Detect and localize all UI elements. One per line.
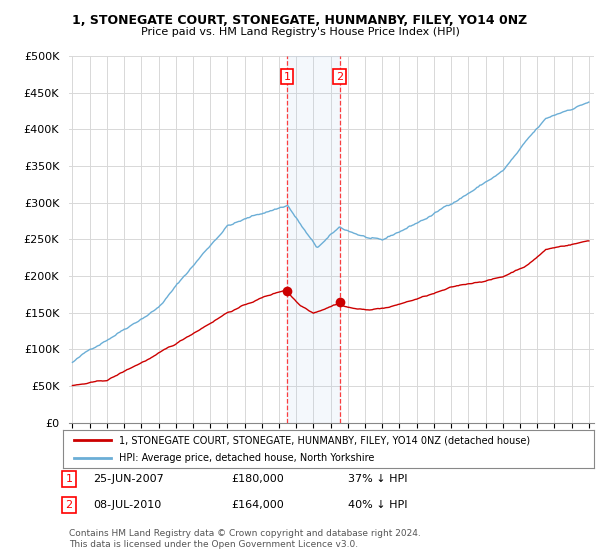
Text: £164,000: £164,000 [231, 500, 284, 510]
Text: 1: 1 [284, 72, 290, 82]
Text: 1: 1 [65, 474, 73, 484]
Text: £180,000: £180,000 [231, 474, 284, 484]
Text: Price paid vs. HM Land Registry's House Price Index (HPI): Price paid vs. HM Land Registry's House … [140, 27, 460, 37]
Text: 25-JUN-2007: 25-JUN-2007 [93, 474, 164, 484]
Text: HPI: Average price, detached house, North Yorkshire: HPI: Average price, detached house, Nort… [119, 453, 374, 463]
Text: 1, STONEGATE COURT, STONEGATE, HUNMANBY, FILEY, YO14 0NZ (detached house): 1, STONEGATE COURT, STONEGATE, HUNMANBY,… [119, 435, 530, 445]
Text: Contains HM Land Registry data © Crown copyright and database right 2024.
This d: Contains HM Land Registry data © Crown c… [69, 529, 421, 549]
Text: 1, STONEGATE COURT, STONEGATE, HUNMANBY, FILEY, YO14 0NZ: 1, STONEGATE COURT, STONEGATE, HUNMANBY,… [73, 14, 527, 27]
Text: 08-JUL-2010: 08-JUL-2010 [93, 500, 161, 510]
Text: 37% ↓ HPI: 37% ↓ HPI [348, 474, 407, 484]
Text: 2: 2 [65, 500, 73, 510]
Text: 40% ↓ HPI: 40% ↓ HPI [348, 500, 407, 510]
Text: 2: 2 [336, 72, 343, 82]
Bar [287, 56, 340, 423]
